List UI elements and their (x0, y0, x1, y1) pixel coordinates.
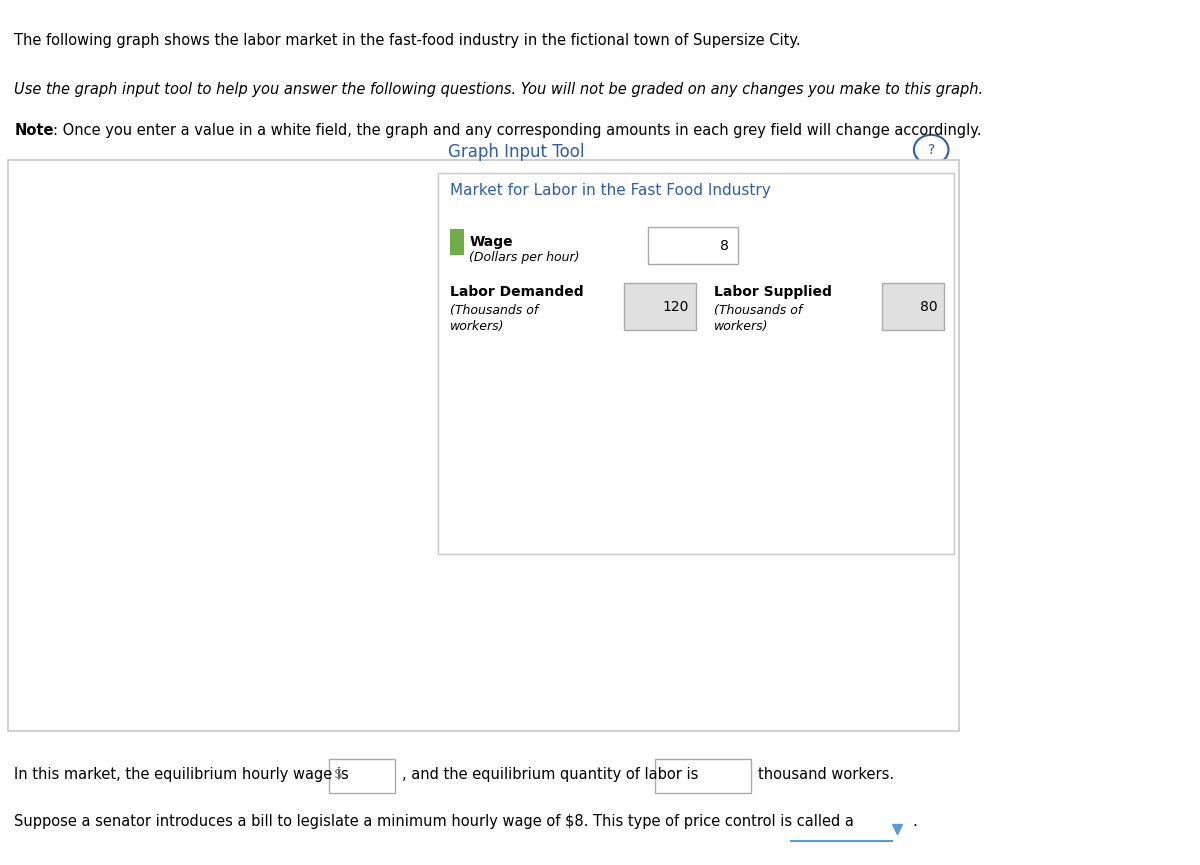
Text: Use the graph input tool to help you answer the following questions. You will no: Use the graph input tool to help you ans… (14, 82, 984, 97)
Text: : Once you enter a value in a white field, the graph and any corresponding amoun: : Once you enter a value in a white fiel… (53, 123, 982, 138)
Text: Graph Input Tool: Graph Input Tool (448, 143, 584, 161)
Text: workers): workers) (450, 320, 504, 333)
Text: Supply: Supply (335, 251, 378, 265)
Text: 120: 120 (662, 299, 689, 314)
Text: The following graph shows the labor market in the fast-food industry in the fict: The following graph shows the labor mark… (14, 33, 802, 48)
Text: Demand: Demand (328, 527, 382, 541)
Text: In this market, the equilibrium hourly wage is: In this market, the equilibrium hourly w… (14, 766, 349, 782)
Text: Wage: Wage (469, 235, 512, 249)
Text: .: . (912, 814, 917, 830)
Text: (Thousands of: (Thousands of (714, 304, 803, 317)
Text: Suppose a senator introduces a bill to legislate a minimum hourly wage of $8. Th: Suppose a senator introduces a bill to l… (14, 814, 854, 830)
X-axis label: LABOR (Thousands of workers): LABOR (Thousands of workers) (146, 686, 340, 699)
Text: ?: ? (928, 143, 935, 157)
Text: 8: 8 (720, 239, 728, 253)
Text: Labor Demanded: Labor Demanded (450, 285, 583, 299)
Text: (Thousands of: (Thousands of (450, 304, 539, 317)
Text: (Dollars per hour): (Dollars per hour) (469, 251, 580, 264)
Text: $: $ (334, 767, 342, 781)
Text: Market for Labor in the Fast Food Industry: Market for Labor in the Fast Food Indust… (450, 183, 770, 198)
Y-axis label: WAGE (Dollars per hour): WAGE (Dollars per hour) (23, 343, 36, 496)
Text: , and the equilibrium quantity of labor is: , and the equilibrium quantity of labor … (402, 766, 698, 782)
Text: 80: 80 (919, 299, 937, 314)
Text: Labor Supplied: Labor Supplied (714, 285, 832, 299)
Text: workers): workers) (714, 320, 768, 333)
Text: Note: Note (14, 123, 54, 138)
Text: thousand workers.: thousand workers. (758, 766, 894, 782)
